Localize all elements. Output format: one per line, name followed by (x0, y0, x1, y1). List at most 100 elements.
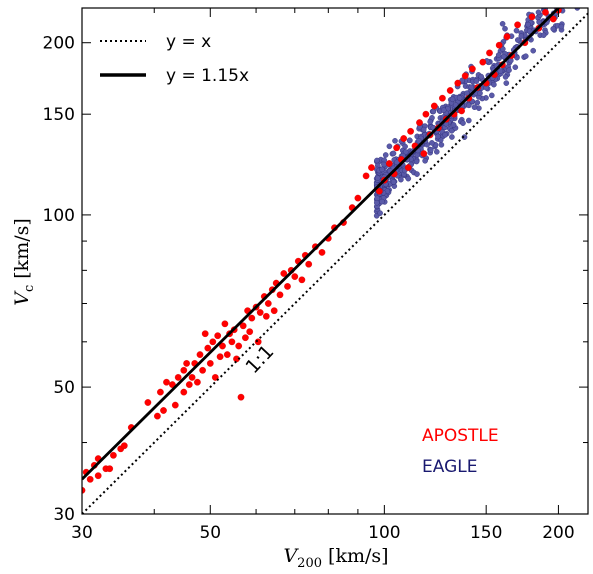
eagle-point (513, 27, 520, 34)
apostle-point (416, 119, 423, 126)
eagle-point (398, 176, 404, 183)
eagle-point (413, 158, 420, 165)
y-tick-label: 50 (53, 378, 75, 398)
apostle-point (407, 127, 414, 135)
eagle-point (420, 126, 427, 133)
apostle-point (209, 338, 217, 346)
y-tick-label: 30 (53, 505, 75, 525)
apostle-point (393, 144, 400, 152)
eagle-point (415, 137, 422, 144)
apostle-point (235, 342, 243, 350)
eagle-point (478, 73, 485, 80)
eagle-point (558, 0, 563, 5)
eagle-point (414, 171, 420, 177)
apostle-point (528, 13, 536, 21)
apostle-point (154, 412, 161, 420)
eagle-point (540, 32, 547, 39)
apostle-point (223, 351, 231, 358)
eagle-point (574, 8, 581, 11)
eagle-point (405, 175, 412, 182)
apostle-point (194, 378, 201, 386)
apostle-point (228, 338, 236, 346)
eagle-point (460, 120, 466, 126)
eagle-point (429, 140, 435, 146)
eagle-point (502, 74, 509, 80)
eagle-point (438, 141, 445, 148)
eagle-point (422, 157, 428, 164)
apostle-point (183, 360, 190, 367)
line-y-equals-1.15x (82, 8, 561, 481)
apostle-point (298, 276, 306, 284)
apostle-point (160, 407, 167, 414)
eagle-point (491, 81, 497, 88)
x-tick-label: 200 (542, 523, 574, 543)
eagle-point (393, 159, 400, 166)
apostle-point (144, 399, 152, 406)
eagle-point (392, 137, 398, 144)
eagle-point (558, 23, 565, 30)
apostle-point (242, 334, 249, 342)
eagle-point (402, 149, 409, 155)
eagle-point (406, 137, 413, 144)
eagle-point (374, 175, 381, 181)
line-y-equals-x (82, 12, 588, 514)
apostle-point (422, 110, 430, 118)
eagle-point (554, 2, 559, 7)
apostle-point (439, 94, 446, 102)
eagle-point (558, 0, 563, 5)
apostle-point (318, 249, 326, 256)
eagle-point (373, 199, 380, 206)
eagle-point (382, 152, 389, 158)
eagle-point (466, 102, 472, 109)
eagle-point (499, 20, 506, 27)
eagle-point (449, 134, 455, 140)
y-tick-label: 150 (43, 105, 75, 125)
eagle-point (523, 53, 529, 60)
eagle-point (390, 179, 397, 185)
x-tick-label: 30 (71, 523, 93, 543)
y-axis-label: Vc [km/s] (11, 218, 37, 306)
apostle-point (503, 33, 511, 40)
apostle-point (94, 472, 102, 480)
eagle-point (512, 64, 519, 70)
eagle-point (566, 0, 571, 5)
eagle-point (561, 0, 566, 1)
x-tick-label: 100 (368, 523, 400, 543)
plot-background (82, 8, 588, 514)
apostle-point (549, 15, 557, 23)
apostle-point (368, 164, 375, 171)
apostle-point (214, 332, 222, 340)
apostle-point (157, 388, 164, 396)
apostle-point (216, 353, 224, 361)
apostle-point (280, 270, 288, 277)
apostle-point (248, 314, 256, 322)
apostle-point (188, 374, 196, 381)
apostle-point (514, 21, 521, 29)
eagle-point (525, 21, 531, 28)
x-axis-label: V200 [km/s] (283, 545, 388, 571)
apostle-point (171, 401, 179, 409)
eagle-point (474, 99, 481, 106)
apostle-point (479, 58, 487, 66)
apostle-point (420, 150, 428, 157)
eagle-point (568, 0, 573, 4)
eagle-point (535, 9, 542, 16)
eagle-point (386, 143, 393, 150)
eagle-point (381, 161, 387, 168)
eagle-point (550, 25, 557, 32)
eagle-point (468, 84, 475, 90)
eagle-point (450, 122, 457, 128)
eagle-point (566, 1, 571, 6)
eagle-point (518, 33, 525, 39)
eagle-point (449, 96, 456, 103)
apostle-point (495, 41, 503, 49)
reference-lines (82, 8, 588, 514)
eagle-point (579, 0, 584, 1)
eagle-point (526, 28, 533, 35)
legend: y = x y = 1.15x (100, 32, 249, 86)
apostle-point (404, 164, 412, 171)
eagle-point (530, 47, 537, 54)
eagle-point (506, 67, 512, 73)
eagle-point (536, 19, 542, 25)
apostle-point (270, 307, 278, 315)
